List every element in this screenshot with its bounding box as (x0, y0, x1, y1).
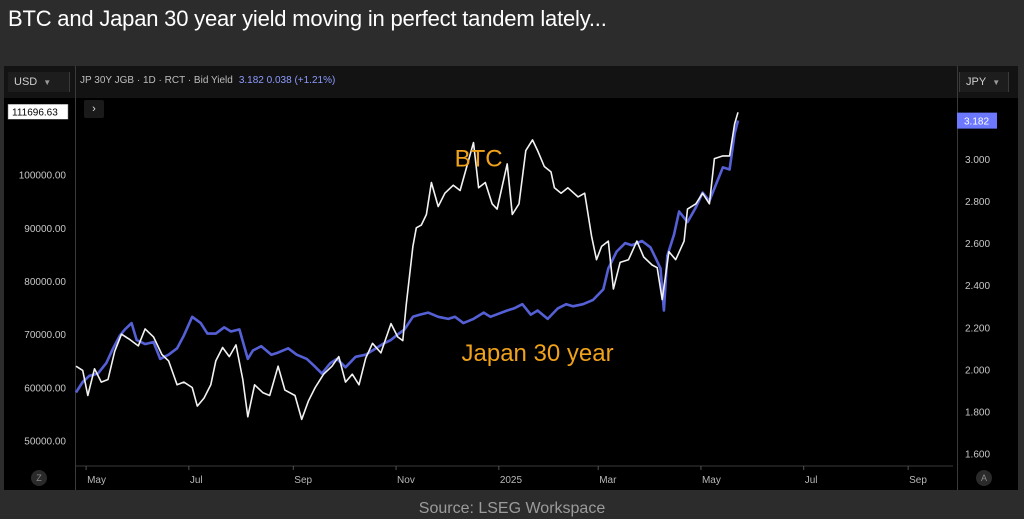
right-tick-label: 3.000 (965, 155, 990, 166)
jgb-last-value-label: 3.182 (964, 117, 989, 128)
left-tick-label: 80000.00 (24, 277, 66, 288)
right-tick-label: 2.600 (965, 239, 990, 250)
right-tick-label: 1.600 (965, 450, 990, 461)
x-tick-label: 2025 (500, 475, 523, 486)
japan-annotation: Japan 30 year (462, 340, 614, 367)
left-currency-select[interactable]: USD ▼ (8, 72, 70, 92)
left-tick-label: 90000.00 (24, 224, 66, 235)
btc-line (75, 112, 739, 421)
instrument-legend: JP 30Y JGB · 1D · RCT · Bid Yield 3.182 0… (80, 75, 335, 86)
x-tick-label: Jul (805, 475, 818, 486)
jgb-last-value-badge (957, 112, 997, 129)
right-tick-label: 2.400 (965, 281, 990, 292)
left-tick-label: 100000.00 (19, 171, 67, 182)
chevron-down-icon: ▼ (43, 78, 52, 87)
right-tick-label: 2.000 (965, 365, 990, 376)
right-currency-select[interactable]: JPY ▼ (959, 72, 1009, 92)
right-tick-label: 1.800 (965, 407, 990, 418)
btc-last-value-label: 111696.63 (12, 107, 58, 118)
left-tick-label: 60000.00 (24, 383, 66, 394)
x-tick-label: Jul (190, 475, 203, 486)
x-tick-label: Mar (599, 475, 617, 486)
right-axis-divider (957, 66, 958, 490)
btc-last-value-badge (7, 104, 69, 120)
x-tick-label: Nov (397, 475, 415, 486)
chart-headline: BTC and Japan 30 year yield moving in pe… (8, 6, 607, 31)
chart-panel: USD ▼ JP 30Y JGB · 1D · RCT · Bid Yield 3.… (4, 66, 1018, 490)
chevron-down-icon: ▼ (992, 78, 1001, 87)
x-tick-label: May (87, 475, 106, 486)
left-tick-label: 50000.00 (24, 437, 66, 448)
zoom-left-button[interactable]: Z (31, 470, 47, 486)
x-tick-label: Sep (294, 475, 312, 486)
source-caption: Source: LSEG Workspace (418, 500, 606, 517)
chevron-right-icon: › (92, 103, 96, 115)
instrument-name: JP 30Y JGB · 1D · RCT · Bid Yield (80, 75, 233, 86)
x-tick-label: Sep (909, 475, 927, 486)
right-tick-label: 2.200 (965, 323, 990, 334)
expand-legend-button[interactable]: › (84, 100, 104, 118)
left-tick-label: 70000.00 (24, 330, 66, 341)
zoom-right-button[interactable]: A (976, 470, 992, 486)
japan-30y-line (74, 120, 740, 394)
btc-annotation: BTC (455, 146, 503, 173)
instrument-value: 3.182 0.038 (+1.21%) (238, 75, 336, 86)
left-axis-divider (75, 66, 76, 490)
right-currency-label: JPY (966, 76, 987, 88)
right-tick-label: 2.800 (965, 197, 990, 208)
left-currency-label: USD (14, 76, 38, 88)
x-tick-label: May (702, 475, 721, 486)
chart-toolbar: USD ▼ JP 30Y JGB · 1D · RCT · Bid Yield 3.… (4, 66, 1018, 98)
